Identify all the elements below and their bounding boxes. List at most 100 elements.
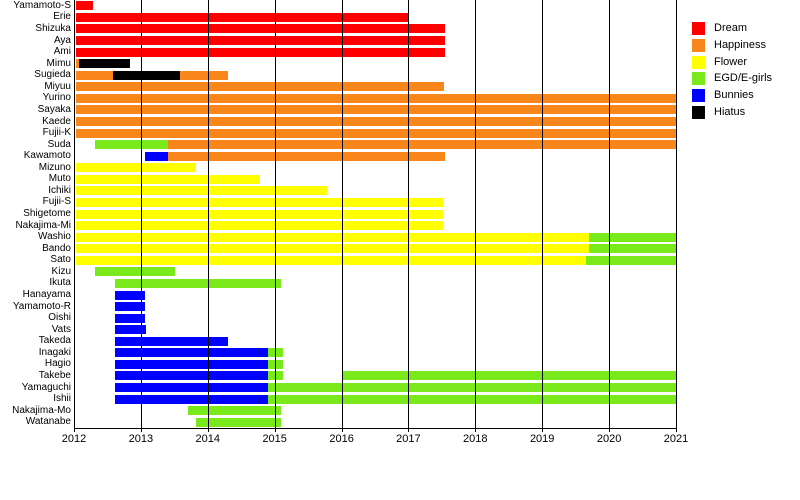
legend-label: Happiness xyxy=(714,38,766,51)
timeline-bar xyxy=(76,82,444,92)
member-label: Sato xyxy=(50,254,71,266)
timeline-bar xyxy=(76,197,444,207)
timeline-bar xyxy=(76,47,446,57)
member-label: Yamamoto-S xyxy=(13,0,71,11)
member-label: Aya xyxy=(53,34,71,46)
timeline-bar xyxy=(585,255,676,265)
x-axis-tick-label: 2017 xyxy=(396,433,421,445)
timeline-bar xyxy=(179,70,228,80)
member-label: Fujii-K xyxy=(42,127,71,138)
gridline-year xyxy=(475,0,476,428)
member-label: Mizuno xyxy=(38,161,71,173)
x-axis-tick-label: 2020 xyxy=(596,433,622,445)
timeline-bar xyxy=(114,394,268,404)
timeline-bar xyxy=(79,59,131,69)
legend-label: Hiatus xyxy=(714,106,746,118)
member-label: Bando xyxy=(42,242,71,254)
timeline-bar xyxy=(187,406,282,416)
timeline-bar xyxy=(76,117,676,126)
member-label: Takeda xyxy=(38,335,71,347)
timeline-bar xyxy=(76,70,113,80)
timeline-bar xyxy=(114,302,145,311)
timeline-bar xyxy=(76,1,93,11)
x-axis-tick xyxy=(676,428,677,432)
x-axis-tick-label: 2018 xyxy=(463,433,488,445)
x-axis-tick xyxy=(275,428,276,432)
gridline-year xyxy=(342,0,343,428)
timeline-bar xyxy=(589,232,677,242)
timeline-bar xyxy=(114,325,147,335)
member-label: Ikuta xyxy=(49,277,71,289)
timeline-bar xyxy=(76,186,327,196)
member-label: Hanayama xyxy=(22,289,71,300)
timeline-bar xyxy=(167,140,677,150)
timeline-bar xyxy=(114,336,228,346)
timeline-bar xyxy=(167,151,446,161)
member-label: Hagio xyxy=(44,358,71,370)
gridline-year xyxy=(275,0,276,428)
member-label: Shizuka xyxy=(35,22,71,34)
timeline-bar xyxy=(76,36,446,45)
member-label: Vats xyxy=(51,323,71,335)
member-label: Sayaka xyxy=(37,103,71,115)
x-axis-tick-label: 2016 xyxy=(329,433,354,445)
timeline-bar xyxy=(114,290,145,300)
x-axis-tick-label: 2014 xyxy=(195,433,221,445)
timeline-bar xyxy=(76,24,446,34)
legend-swatch-egd-e-girls xyxy=(692,72,705,86)
gridline-year xyxy=(542,0,543,428)
legend-swatch-flower xyxy=(692,55,705,69)
timeline-bar xyxy=(114,371,268,381)
timeline-bar xyxy=(94,267,176,277)
x-axis-tick-label: 2012 xyxy=(61,433,87,445)
x-axis-tick xyxy=(475,428,476,432)
member-label: Oishi xyxy=(48,312,71,324)
timeline-bar xyxy=(114,359,268,369)
gridline-year xyxy=(208,0,209,428)
member-label: Nakajima-Mo xyxy=(12,404,71,416)
timeline-bar xyxy=(267,394,676,404)
member-label: Mimu xyxy=(46,57,71,69)
member-label: Watanabe xyxy=(25,416,71,428)
timeline-bar xyxy=(94,140,168,150)
member-label: Kawamoto xyxy=(23,150,71,162)
member-label: Kaede xyxy=(42,115,71,127)
timeline-bar xyxy=(76,174,260,184)
timeline-bar xyxy=(76,255,586,265)
timeline-bar xyxy=(267,383,676,392)
member-label: Muto xyxy=(48,173,71,185)
legend-swatch-hiatus xyxy=(692,106,705,119)
legend-label: Bunnies xyxy=(714,89,754,102)
member-label: Washio xyxy=(38,231,71,243)
legend-label: Flower xyxy=(714,55,748,68)
timeline-bar xyxy=(589,244,677,254)
timeline-bar xyxy=(114,348,268,358)
x-axis-tick xyxy=(609,428,610,432)
member-label: Suda xyxy=(47,138,71,150)
member-label: Ichiki xyxy=(48,184,71,196)
timeline-bar xyxy=(76,221,444,231)
x-axis-tick-label: 2019 xyxy=(529,433,555,445)
gridline-year xyxy=(609,0,610,428)
member-label: Yamaguchi xyxy=(21,381,71,393)
member-label: Takebe xyxy=(38,369,71,381)
x-axis-tick xyxy=(141,428,142,432)
timeline-bar xyxy=(341,371,676,381)
member-label: Inagaki xyxy=(38,346,71,358)
x-axis-tick xyxy=(74,428,75,432)
legend-swatch-dream xyxy=(692,22,705,35)
timeline-bar xyxy=(76,163,196,173)
timeline-bar xyxy=(76,12,409,22)
timeline-bar xyxy=(76,128,676,138)
member-label: Miyuu xyxy=(44,80,71,92)
timeline-bar xyxy=(76,93,676,103)
member-label: Ishii xyxy=(53,393,71,405)
timeline-bar xyxy=(76,59,80,69)
x-axis-tick xyxy=(342,428,343,432)
gridline-year xyxy=(141,0,142,428)
timeline-bar xyxy=(76,209,444,219)
legend-label: EGD/E-girls xyxy=(714,72,773,85)
timeline-bar xyxy=(112,70,180,80)
x-axis-tick xyxy=(408,428,409,432)
